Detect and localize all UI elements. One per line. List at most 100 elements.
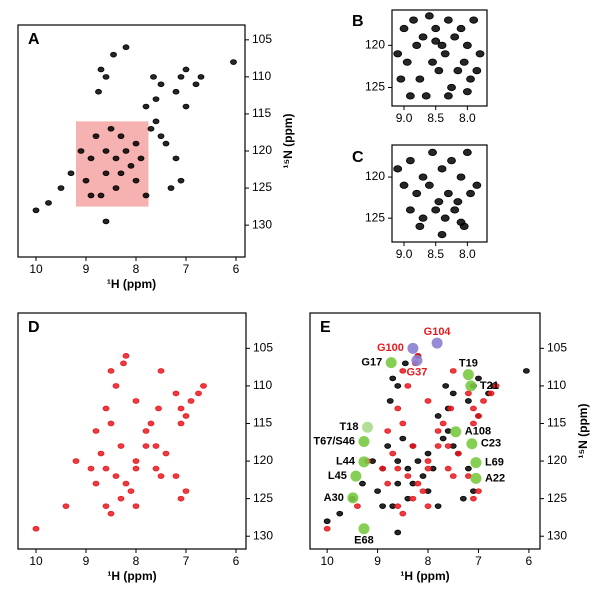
peak (434, 443, 442, 449)
y-tick-label: 130 (547, 528, 567, 542)
y-axis-label: ¹⁵N (ppm) (576, 404, 590, 459)
assignment-marker (358, 456, 370, 468)
peak (464, 465, 472, 472)
peak (444, 443, 452, 449)
peak (157, 473, 165, 479)
peak (379, 465, 387, 472)
peak (386, 398, 394, 404)
peak (95, 88, 102, 95)
peak (182, 488, 190, 494)
peak (172, 88, 180, 95)
y-tick-label: 110 (252, 69, 271, 83)
peak (155, 405, 162, 412)
peak (404, 465, 412, 472)
peak (102, 405, 110, 412)
y-tick-label: 130 (252, 217, 272, 231)
peak (195, 390, 202, 397)
peak (172, 473, 180, 479)
peak (122, 44, 130, 51)
peak (97, 450, 105, 457)
peak (72, 458, 80, 464)
peak (466, 189, 475, 198)
panel-label: E (320, 319, 331, 336)
highlight-region (76, 121, 149, 207)
x-tick-label: 9 (83, 554, 90, 568)
plot-frame (391, 9, 488, 107)
peak (424, 450, 432, 457)
peak (475, 375, 482, 382)
peak (456, 218, 466, 226)
peak (444, 428, 452, 434)
peak (442, 383, 450, 389)
peak (418, 173, 428, 181)
y-tick-label: 120 (547, 453, 567, 467)
peak (405, 157, 415, 165)
peak (431, 37, 441, 45)
peak (112, 185, 120, 191)
x-tick-label: 8.0 (459, 247, 476, 261)
panel-label: D (28, 319, 40, 336)
peak (127, 163, 135, 169)
peak (150, 74, 157, 80)
peak (187, 398, 195, 404)
peak (419, 488, 427, 494)
peak (87, 192, 95, 199)
peak (487, 390, 495, 397)
peak (414, 458, 422, 464)
x-tick-label: 8 (133, 262, 140, 276)
y-tick-label: 125 (253, 491, 273, 505)
assignment-marker (347, 492, 359, 504)
x-tick-label: 6 (526, 554, 533, 568)
y-tick-label: 115 (252, 106, 271, 120)
peak (447, 157, 456, 165)
peak (522, 368, 530, 374)
y-tick-label: 125 (365, 210, 385, 224)
assignment-marker (411, 354, 423, 366)
peak (459, 495, 467, 502)
assignment-label: G37 (407, 366, 428, 378)
peak (412, 41, 422, 49)
peak (107, 510, 115, 517)
peak (112, 383, 120, 389)
peak (132, 465, 140, 472)
peak (117, 170, 125, 177)
peak (112, 155, 120, 162)
peak (466, 75, 475, 83)
peak (440, 50, 450, 58)
peak (323, 525, 331, 532)
peak (122, 480, 130, 487)
peak (447, 405, 455, 412)
assignment-label: C23 (481, 438, 501, 450)
peak (92, 480, 100, 487)
peak (399, 181, 409, 189)
peak (359, 480, 366, 487)
peak (384, 480, 392, 487)
assignment-label: T18 (340, 421, 359, 433)
x-tick-label: 9.0 (396, 247, 413, 261)
peak (152, 443, 160, 449)
assignment-label: G17 (361, 357, 382, 369)
peak (192, 81, 200, 88)
peak (92, 133, 100, 139)
peak (374, 488, 381, 494)
peak (464, 390, 472, 397)
peak (87, 465, 95, 472)
peak (464, 398, 472, 404)
peak (414, 480, 422, 487)
assignment-marker (450, 426, 462, 438)
peak (394, 383, 402, 389)
peak (424, 12, 434, 20)
peak (454, 450, 462, 457)
peak (112, 473, 120, 479)
y-tick-label: 125 (365, 80, 385, 94)
peak (415, 75, 425, 83)
peak (132, 140, 140, 147)
peak (110, 51, 117, 58)
peak (409, 16, 418, 24)
peak (409, 495, 417, 502)
peak (393, 50, 403, 58)
peak (142, 443, 150, 449)
peak (462, 41, 472, 49)
peak (450, 33, 460, 41)
peak (439, 435, 447, 442)
